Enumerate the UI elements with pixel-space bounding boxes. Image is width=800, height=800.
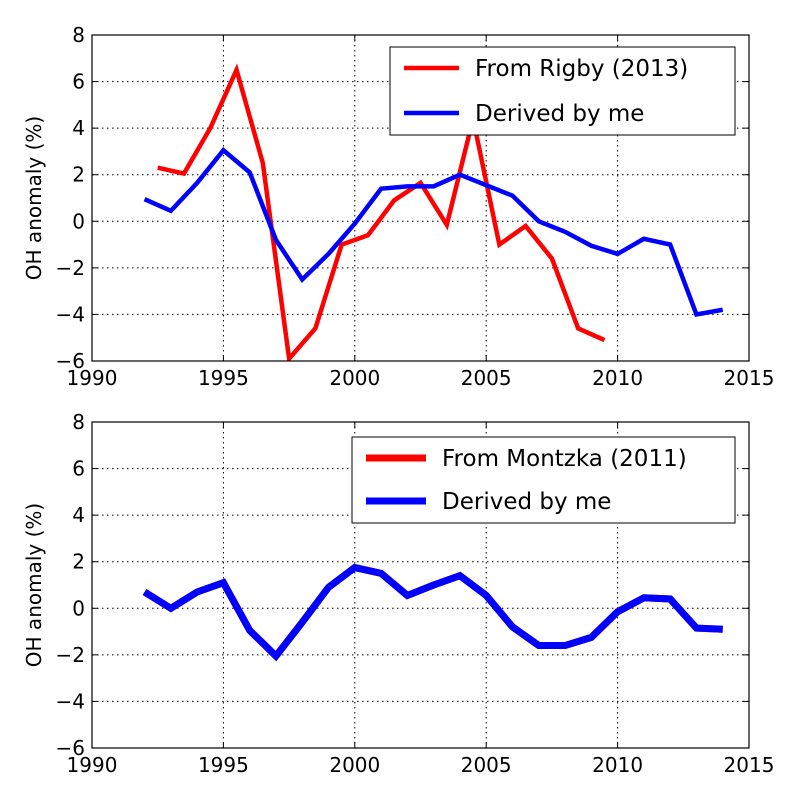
x-tick-label: 2015 [724,366,775,390]
y-tick-label: 6 [72,457,85,481]
x-tick-label: 2000 [329,753,380,777]
chart-panel-1: 1990 1995 2000 2005 2010 2015 −6 −4 −2 0 2 4 6 8 OH an… [22,23,774,390]
y-tick-label: −4 [56,689,85,713]
series-group [143,63,724,361]
y-tick-label: −6 [56,736,85,760]
x-tick-label: 1995 [198,366,249,390]
y-axis-label: OH anomaly (%) [22,116,46,280]
legend: From Montzka (2011) Derived by me [351,436,736,524]
x-tick-label: 1995 [198,753,249,777]
legend-label-1: From Rigby (2013) [475,56,688,82]
y-tick-label: 6 [72,70,85,94]
y-tick-label: 8 [72,410,85,434]
x-tick-label: 1990 [67,366,118,390]
series-line-1 [142,563,723,662]
series-line-1 [157,63,606,361]
y-tick-label: 4 [72,116,85,140]
y-tick-label: 4 [72,503,85,527]
x-tick-label: 2000 [329,366,380,390]
y-tick-label: −2 [56,643,85,667]
legend-label-2: Derived by me [442,489,611,515]
y-tick-label: −2 [56,256,85,280]
x-tick-label: 2015 [724,753,775,777]
series-line-2 [143,147,724,317]
legend-box [351,436,736,524]
x-tick-label: 2010 [592,753,643,777]
y-tick-label: −4 [56,302,85,326]
axes-frame [91,34,750,362]
legend-label-1: From Montzka (2011) [442,446,687,472]
y-tick-label: 2 [72,550,85,574]
y-tick-label: 0 [72,209,85,233]
y-tick-label: −6 [56,349,85,373]
series-line-2 [142,563,723,662]
x-tick-label: 2005 [461,366,512,390]
y-tick-label: 8 [72,23,85,47]
ticks: 1990 1995 2000 2005 2010 2015 −6 −4 −2 0 2 4 6 8 [56,410,775,777]
y-axis-label: OH anomaly (%) [22,503,46,667]
chart-panel-2: 1990 1995 2000 2005 2010 2015 −6 −4 −2 0 2 4 6 8 OH an… [22,410,774,777]
series-group [142,563,723,662]
legend-label-2: Derived by me [475,101,644,127]
x-tick-label: 2005 [461,753,512,777]
axes-frame [91,421,750,749]
legend-box [389,46,736,136]
y-tick-label: 2 [72,163,85,187]
x-tick-label: 2010 [592,366,643,390]
legend: From Rigby (2013) Derived by me [389,46,736,136]
ticks: 1990 1995 2000 2005 2010 2015 −6 −4 −2 0 2 4 6 8 [56,23,775,390]
y-tick-label: 0 [72,596,85,620]
x-tick-label: 1990 [67,753,118,777]
